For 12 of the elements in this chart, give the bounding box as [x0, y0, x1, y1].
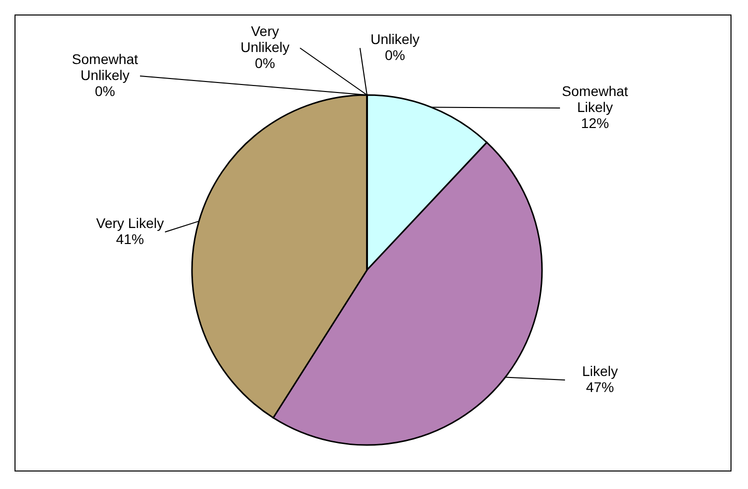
text: 0% [254, 55, 276, 71]
data-label: 41% [116, 231, 144, 247]
data-label: 47% [586, 379, 614, 395]
legend-label: Likely [582, 363, 618, 379]
slice-label: Very Likely [96, 215, 164, 231]
slice-label: Somewhat Likely [562, 83, 628, 115]
text: 0% [94, 83, 116, 99]
category-label: Unlikely [370, 31, 420, 47]
category-label: Somewhat Unlikely [72, 51, 138, 83]
category-label: Very Unlikely [240, 23, 290, 55]
text: 0% [384, 47, 406, 63]
data-label: 12% [580, 115, 610, 131]
